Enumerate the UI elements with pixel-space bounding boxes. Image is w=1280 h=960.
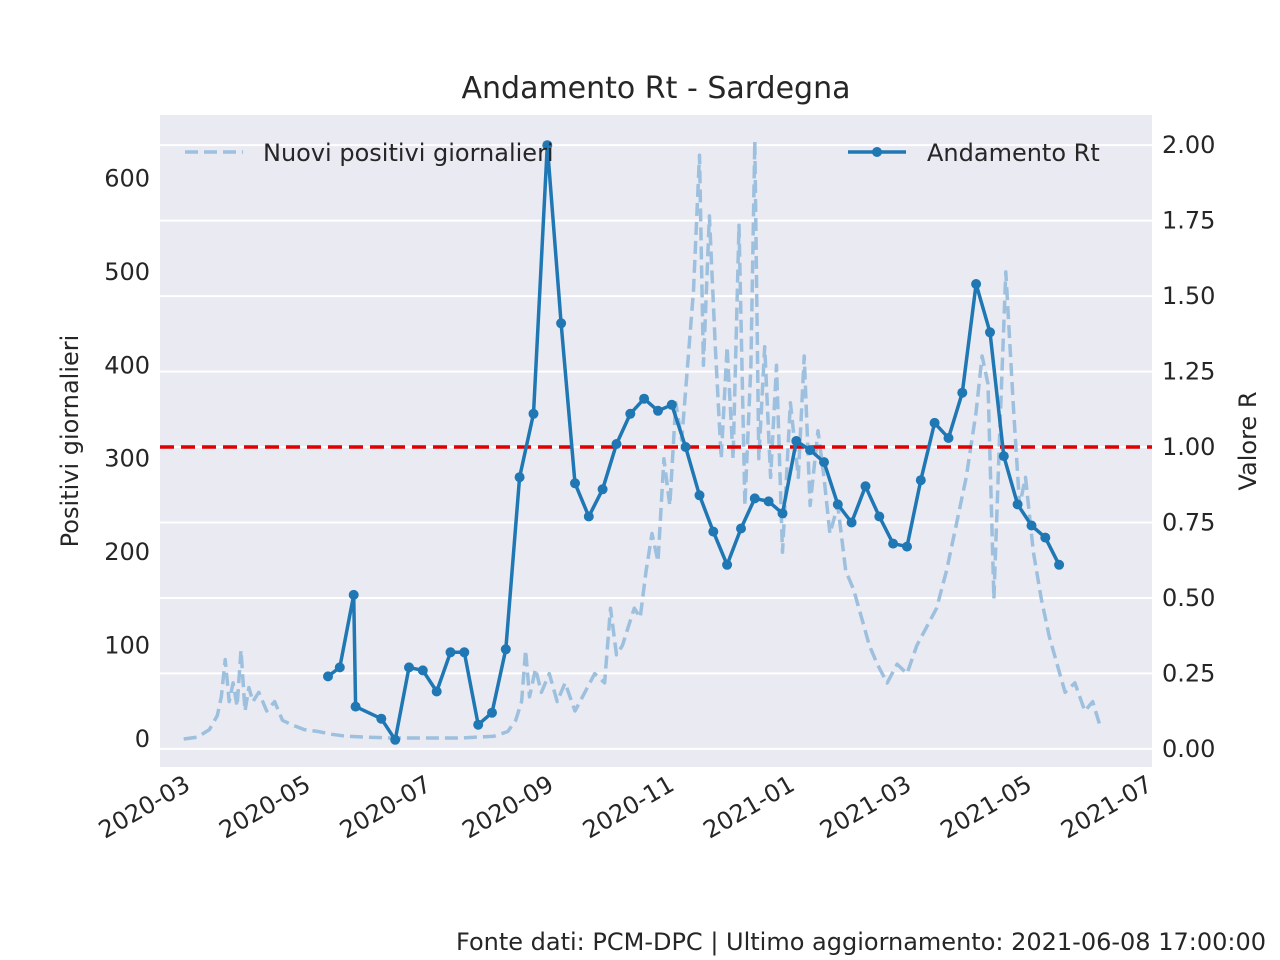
rt-point: [323, 671, 333, 682]
rt-point: [694, 490, 705, 501]
rt-point: [459, 647, 470, 658]
rt-point: [832, 499, 843, 510]
rt-point: [943, 433, 954, 443]
rt-point: [666, 399, 677, 410]
series-rt: [323, 140, 1065, 745]
y-left-tick-label: 500: [104, 258, 150, 286]
rt-point: [915, 475, 926, 486]
y-left-tick-label: 300: [104, 445, 150, 473]
rt-point: [1012, 499, 1023, 510]
rt-point: [583, 511, 594, 522]
positivi-line: [183, 139, 1103, 741]
y-right-tick-label: 0.00: [1162, 735, 1215, 763]
y-right-tick-label: 1.50: [1162, 282, 1215, 310]
legend-rt-marker: [872, 147, 882, 157]
rt-point: [431, 686, 442, 697]
plot-area: [160, 115, 1152, 767]
rt-point: [763, 496, 774, 507]
series-positivi: [183, 139, 1103, 741]
rt-point: [500, 644, 511, 655]
rt-point: [985, 327, 995, 338]
rt-point: [570, 478, 580, 489]
rt-point: [653, 405, 663, 416]
y-right-tick-label: 0.50: [1162, 584, 1215, 612]
y-right-tick-label: 1.75: [1162, 207, 1215, 235]
y-right-tick-label: 2.00: [1162, 131, 1215, 159]
y-left-tick-label: 400: [104, 351, 150, 379]
rt-point: [874, 511, 885, 522]
rt-point: [1054, 559, 1065, 570]
rt-point: [611, 439, 622, 449]
y-left-tick-label: 0: [135, 725, 150, 753]
y-axis-left: 0 100 200 300 400 500 600: [104, 165, 150, 753]
rt-point: [1040, 532, 1051, 543]
y-axis-right: 0.00 0.25 0.50 0.75 1.00 1.25 1.50 1.75 2.00: [1162, 131, 1215, 763]
rt-point: [639, 393, 650, 404]
y-left-tick-label: 100: [104, 632, 150, 660]
legend-rt: Andamento Rt: [848, 139, 1100, 167]
rt-point: [487, 707, 497, 718]
y-right-tick-label: 0.25: [1162, 659, 1215, 687]
rt-point: [556, 318, 567, 329]
rt-point: [860, 481, 871, 492]
gridlines: [160, 144, 1152, 750]
rt-point: [390, 734, 401, 745]
rt-point: [528, 408, 539, 419]
rt-point: [350, 701, 361, 712]
y-right-tick-label: 1.25: [1162, 358, 1215, 386]
legend-rt-label: Andamento Rt: [927, 139, 1100, 167]
rt-point: [514, 472, 525, 483]
rt-point: [597, 484, 608, 495]
rt-point: [805, 445, 816, 456]
rt-point: [1026, 520, 1037, 531]
rt-point: [791, 436, 802, 446]
y-left-tick-label: 200: [104, 538, 150, 566]
rt-point: [445, 647, 456, 658]
y-right-tick-label: 1.00: [1162, 433, 1215, 461]
rt-point: [625, 408, 636, 419]
rt-point: [708, 526, 719, 537]
rt-point: [404, 662, 414, 673]
rt-point: [998, 451, 1009, 462]
rt-point: [680, 442, 691, 452]
rt-point: [846, 517, 857, 528]
rt-point: [473, 719, 484, 730]
legend-positivi-label: Nuovi positivi giornalieri: [263, 139, 554, 167]
footer-source: Fonte dati: PCM-DPC | Ultimo aggiornamen…: [456, 928, 1266, 956]
rt-point: [929, 417, 940, 428]
rt-point: [971, 279, 982, 289]
rt-point: [722, 559, 733, 570]
y-axis-right-title: Valore R: [1234, 391, 1262, 490]
rt-point: [819, 457, 829, 468]
rt-point: [736, 523, 746, 534]
rt-point: [334, 662, 345, 673]
chart-title: Andamento Rt - Sardegna: [462, 71, 851, 106]
y-left-tick-label: 600: [104, 165, 150, 193]
rt-point: [902, 541, 912, 552]
rt-point: [957, 387, 968, 398]
y-axis-left-title: Positivi giornalieri: [56, 335, 84, 548]
rt-point: [348, 589, 359, 600]
rt-point: [542, 140, 553, 151]
y-right-tick-label: 0.75: [1162, 509, 1215, 537]
rt-point: [777, 508, 788, 519]
rt-point: [749, 493, 760, 504]
rt-point: [888, 538, 899, 549]
rt-point: [417, 665, 428, 676]
rt-point: [376, 713, 387, 724]
legend-positivi: Nuovi positivi giornalieri: [185, 139, 554, 167]
